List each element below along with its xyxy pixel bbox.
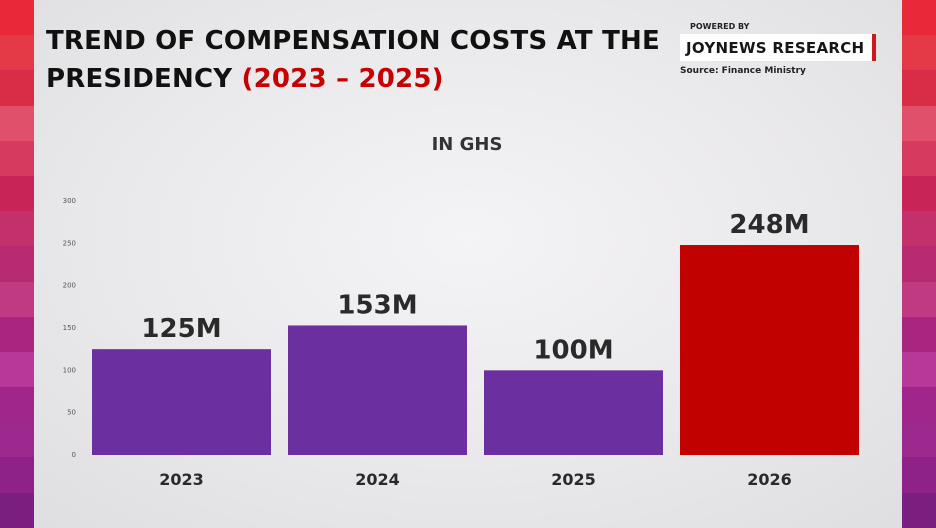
- left-color-stripe: [0, 0, 34, 528]
- stripe-segment: [0, 0, 34, 36]
- data-label-2024: 153M: [337, 290, 417, 320]
- stripe-segment: [902, 140, 936, 176]
- x-tick-label: 2026: [747, 470, 792, 489]
- x-axis-ticks: 2023 2024 2025 2026: [159, 470, 792, 489]
- stripe-segment: [0, 387, 34, 423]
- stripe-segment: [902, 175, 936, 212]
- bars: [92, 245, 859, 455]
- y-tick-label: 150: [63, 324, 76, 332]
- stripe-segment: [902, 0, 936, 36]
- stripe-segment: [0, 422, 34, 458]
- y-tick-label: 100: [63, 366, 76, 374]
- stripe-segment: [0, 175, 34, 212]
- right-color-stripe: [902, 0, 936, 528]
- y-tick-label: 250: [63, 239, 76, 247]
- stripe-segment: [902, 351, 936, 388]
- x-tick-label: 2025: [551, 470, 596, 489]
- stripe-segment: [902, 35, 936, 71]
- y-tick-label: 50: [67, 409, 76, 417]
- stripe-segment: [902, 492, 936, 528]
- stripe-segment: [0, 457, 34, 493]
- data-label-2025: 100M: [533, 335, 613, 365]
- stripe-segment: [0, 211, 34, 247]
- title-main: TREND OF COMPENSATION COSTS AT THE PRESI…: [46, 26, 660, 94]
- chart-title: TREND OF COMPENSATION COSTS AT THE PRESI…: [46, 22, 666, 98]
- unit-label: IN GHS: [432, 134, 503, 155]
- bar-2024: [288, 325, 467, 455]
- stripe-segment: [902, 457, 936, 493]
- y-tick-label: 0: [72, 451, 76, 459]
- stripe-segment: [902, 387, 936, 423]
- stripe-segment: [902, 316, 936, 352]
- stripe-segment: [902, 422, 936, 458]
- brand-logo: JOYNEWS RESEARCH: [680, 34, 877, 61]
- source-note: Source: Finance Ministry: [680, 66, 806, 76]
- x-tick-label: 2023: [159, 470, 204, 489]
- stripe-segment: [0, 105, 34, 141]
- y-axis-ticks: 0 50 100 150 200 250 300: [63, 197, 76, 459]
- title-accent-years: (2023 – 2025): [241, 64, 444, 94]
- stripe-segment: [902, 211, 936, 247]
- stripe-segment: [0, 281, 34, 317]
- brand-name: JOYNEWS RESEARCH: [686, 39, 865, 57]
- stripe-segment: [902, 105, 936, 141]
- bar-2026: [680, 245, 859, 455]
- stripe-segment: [902, 281, 936, 317]
- x-tick-label: 2024: [355, 470, 400, 489]
- data-labels: 125M 153M 100M 248M: [141, 210, 809, 365]
- brand-block: POWERED BY JOYNEWS RESEARCH Source: Fina…: [680, 22, 880, 76]
- stripe-segment: [0, 140, 34, 176]
- data-label-2023: 125M: [141, 314, 221, 344]
- stripe-segment: [0, 316, 34, 352]
- bar-2025: [484, 370, 663, 455]
- stripe-segment: [902, 70, 936, 106]
- stripe-segment: [0, 70, 34, 106]
- stripe-segment: [0, 35, 34, 71]
- stripe-segment: [902, 246, 936, 282]
- stripe-segment: [0, 246, 34, 282]
- data-label-2026: 248M: [729, 210, 809, 240]
- stripe-segment: [0, 351, 34, 388]
- y-tick-label: 200: [63, 282, 76, 290]
- y-tick-label: 300: [63, 197, 76, 205]
- stripe-segment: [0, 492, 34, 528]
- powered-by-label: POWERED BY: [690, 22, 750, 31]
- bar-2023: [92, 349, 271, 455]
